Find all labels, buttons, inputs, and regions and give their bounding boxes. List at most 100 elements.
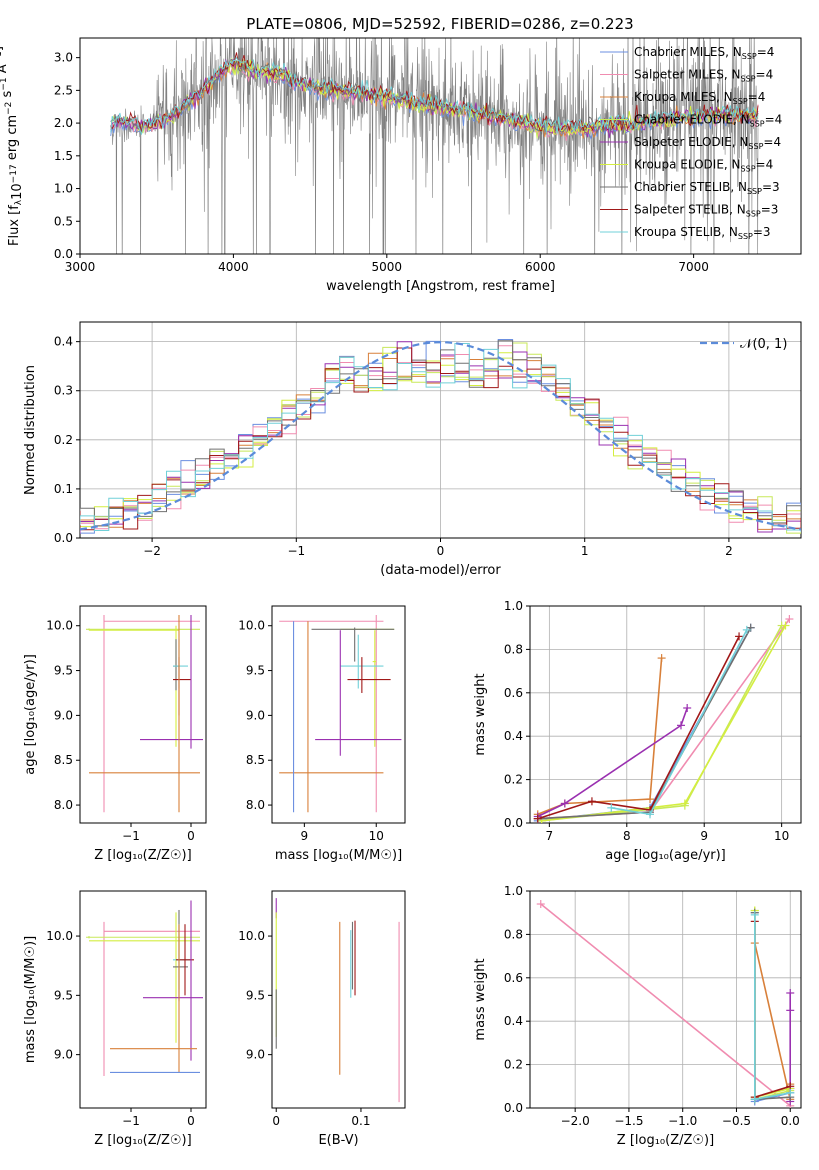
- series-line-kroupa-miles: [537, 658, 663, 816]
- legend-tail: =4: [757, 45, 775, 59]
- errorbar-point: [279, 614, 384, 813]
- x-tick-label: 0.1: [351, 1114, 370, 1128]
- axes-frame: [271, 605, 406, 824]
- series-line-chabrier-stelib: [753, 912, 791, 1101]
- legend-tail: =4: [756, 68, 774, 82]
- y-tick-label: 0.8: [504, 642, 523, 656]
- series-marker: [785, 615, 794, 624]
- age-vs-metallicity-plot: −1 0 8.0 8.5 9.0 9.5 10.0 Z [log₁₀(Z/Z☉)] age [l…: [23, 605, 207, 863]
- y-axis-label-part: −1: [0, 77, 9, 90]
- plot-area: [536, 900, 795, 1108]
- errorbar-point: [173, 639, 188, 689]
- plot-area: [80, 339, 801, 534]
- axes-frame: [271, 890, 406, 1109]
- errorbar-point: [372, 630, 377, 747]
- series-line-kroupa-stelib: [611, 629, 748, 816]
- x-tick-label: 0: [187, 829, 195, 843]
- y-axis-label: Flux [fλ10−17 erg cm−2 s−1 A−1]: [0, 46, 25, 246]
- series-marker: [683, 703, 692, 712]
- y-tick-label: 9.0: [54, 1048, 73, 1062]
- x-tick-label: 8: [623, 829, 631, 843]
- series-line-chabrier-miles: [537, 627, 752, 822]
- x-axis-label: E(B-V): [318, 1133, 358, 1148]
- y-axis-label-part: A: [0, 64, 10, 77]
- legend-label: Kroupa ELODIE, NSSP=4: [634, 158, 773, 174]
- y-axis-label-part: ]: [0, 46, 5, 51]
- series-line-kroupa-elodie: [753, 910, 791, 1099]
- x-tick-label: −2: [143, 544, 161, 558]
- errorbar-point: [143, 900, 203, 1061]
- x-tick-label: 10: [369, 829, 384, 843]
- legend-label: Salpeter ELODIE, NSSP=4: [634, 135, 781, 151]
- y-tick-label: 0.2: [504, 1058, 523, 1072]
- series-line-chabrier-stelib: [537, 627, 752, 820]
- legend-sub: SSP: [738, 232, 753, 241]
- plot-area: [86, 614, 203, 813]
- y-tick-label: 0.1: [54, 482, 73, 496]
- series-marker: [786, 988, 795, 997]
- x-tick-label: 10: [774, 829, 789, 843]
- legend-tail: =4: [765, 113, 783, 127]
- x-axis-label: wavelength [Angstrom, rest frame]: [326, 279, 555, 294]
- series-marker: [560, 799, 569, 808]
- x-axis-label: Z [log₁₀(Z/Z☉)]: [94, 848, 191, 863]
- x-tick-label: 0: [272, 1114, 280, 1128]
- x-tick-label: 3000: [65, 260, 96, 274]
- x-tick-label: 0: [437, 544, 445, 558]
- spectrum-title: PLATE=0806, MJD=52592, FIBERID=0286, z=0…: [246, 15, 633, 33]
- y-tick-label: 8.0: [246, 798, 265, 812]
- y-tick-label: 0.4: [504, 1014, 523, 1028]
- x-tick-label: 0: [187, 1114, 195, 1128]
- y-axis-label: Normed distribution: [23, 365, 38, 495]
- y-tick-label: 3.0: [54, 51, 73, 65]
- errorbar-point: [110, 924, 197, 1073]
- axes-frame: [79, 605, 207, 824]
- axes-frame: [79, 890, 207, 1109]
- errorbar-point: [103, 614, 200, 813]
- legend-label: Chabrier ELODIE, NSSP=4: [634, 113, 782, 129]
- y-tick-label: 10.0: [238, 929, 265, 943]
- legend-sub: SSP: [748, 142, 763, 151]
- y-tick-label: 1.0: [504, 884, 523, 898]
- legend-label: Salpeter MILES, NSSP=4: [634, 68, 773, 84]
- legend-text: Chabrier STELIB, N: [634, 180, 747, 194]
- y-tick-label: 0.0: [504, 816, 523, 830]
- legend-text: Kroupa ELODIE, N: [634, 158, 741, 172]
- residual-histogram-plot: −2 −1 0 1 2 0.0 0.1 0.2 0.3 0.4 (data-model)/error…: [23, 321, 802, 578]
- x-tick-label: 9: [700, 829, 708, 843]
- y-tick-label: 0.3: [54, 384, 73, 398]
- series-line-salpeter-stelib: [753, 921, 791, 1099]
- axes-frame: [79, 37, 802, 255]
- legend-tail: =3: [753, 225, 771, 239]
- legend-sub: SSP: [741, 75, 756, 84]
- y-tick-label: 1.0: [54, 182, 73, 196]
- errorbar-point: [89, 912, 200, 1043]
- x-tick-label: 5000: [372, 260, 403, 274]
- legend-text: Salpeter ELODIE, N: [634, 135, 748, 149]
- spectrum-plot: 3000 4000 5000 6000 7000 0.0 0.5 1.0 1.5 2.0 2.5 3.…: [0, 37, 802, 294]
- errorbar-point: [173, 909, 188, 1002]
- errorbar-point: [173, 639, 179, 691]
- y-axis-label: mass weight: [473, 958, 488, 1040]
- series-marker: [781, 621, 790, 630]
- y-tick-label: 0.2: [54, 433, 73, 447]
- y-tick-label: 9.0: [54, 708, 73, 722]
- mass-vs-metallicity-plot: −1 0 9.0 9.5 10.0 Z [log₁₀(Z/Z☉)] mass [log₁₀(…: [23, 890, 207, 1148]
- plot-area: [533, 615, 794, 823]
- normal-curve: [80, 341, 801, 531]
- series-line-salpeter-stelib: [537, 636, 740, 820]
- legend-label: Kroupa MILES, NSSP=4: [634, 90, 765, 106]
- errorbar-point: [89, 614, 200, 813]
- series-marker: [750, 1095, 759, 1104]
- x-axis-label: (data-model)/error: [380, 563, 501, 578]
- x-tick-label: −1: [122, 1114, 140, 1128]
- series-line-salpeter-miles: [540, 903, 791, 1107]
- x-axis-label: Z [log₁₀(Z/Z☉)]: [617, 1133, 714, 1148]
- legend-text: Salpeter MILES, N: [634, 68, 741, 82]
- x-tick-label: 9: [301, 829, 309, 843]
- errorbar-point: [89, 625, 179, 747]
- mass-weight-vs-metallicity-plot: −2.0 −1.5 −1.0 −0.5 0.0 0.0 0.2 0.4 0.6 0.8 1.0 Z […: [473, 884, 802, 1148]
- model-spectrum-kroupa-stelib: [110, 56, 759, 135]
- x-tick-label: 2: [725, 544, 733, 558]
- legend-label: Kroupa STELIB, NSSP=3: [634, 225, 771, 241]
